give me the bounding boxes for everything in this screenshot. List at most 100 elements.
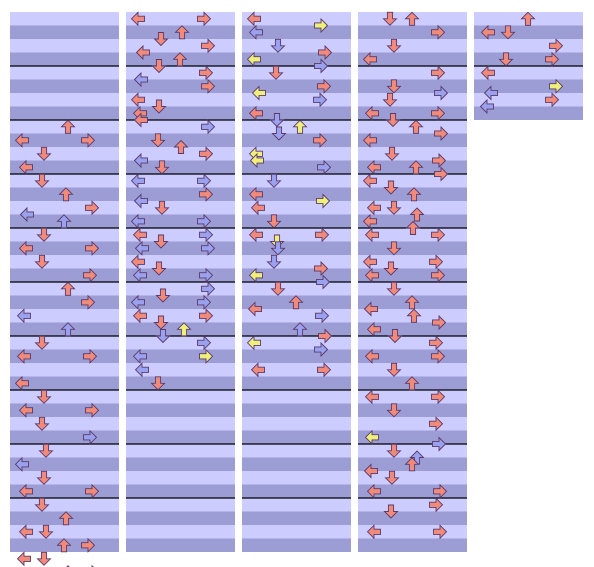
left-arrow-icon xyxy=(362,173,377,189)
beat-stripe xyxy=(242,214,351,228)
left-arrow-icon xyxy=(130,92,145,108)
left-arrow-icon xyxy=(133,71,148,88)
down-arrow-icon xyxy=(154,160,170,175)
down-arrow-icon xyxy=(386,362,402,377)
right-arrow-icon xyxy=(314,341,329,358)
down-arrow-icon xyxy=(36,389,52,404)
left-arrow-icon xyxy=(130,213,145,229)
beat-stripe xyxy=(242,349,351,363)
beat-stripe xyxy=(474,25,583,39)
down-arrow-icon xyxy=(153,234,169,249)
down-arrow-icon xyxy=(386,79,402,94)
up-arrow-icon xyxy=(60,281,76,296)
beat-stripe xyxy=(242,484,351,498)
down-arrow-icon xyxy=(270,281,286,296)
up-arrow-icon xyxy=(58,511,74,526)
beat-stripe xyxy=(242,390,351,404)
beat-stripe xyxy=(242,255,351,269)
left-arrow-icon xyxy=(248,24,263,40)
left-arrow-icon xyxy=(19,206,34,223)
right-arrow-icon xyxy=(432,152,447,169)
left-arrow-icon xyxy=(364,227,379,243)
left-arrow-icon xyxy=(246,11,261,27)
beat-stripe xyxy=(358,336,467,350)
down-arrow-icon xyxy=(270,241,286,256)
left-arrow-icon xyxy=(130,254,145,270)
left-arrow-icon xyxy=(132,348,147,364)
beat-stripe xyxy=(242,498,351,512)
right-arrow-icon xyxy=(549,38,564,54)
right-arrow-icon xyxy=(431,227,446,243)
down-arrow-icon xyxy=(384,146,400,161)
beat-stripe xyxy=(126,484,235,498)
left-arrow-icon xyxy=(250,362,265,378)
down-arrow-icon xyxy=(266,254,282,269)
beat-stripe xyxy=(10,457,119,471)
down-arrow-icon xyxy=(36,227,52,242)
beat-stripe xyxy=(242,147,351,161)
right-arrow-icon xyxy=(549,78,564,94)
down-arrow-icon xyxy=(386,281,402,296)
left-arrow-icon xyxy=(362,51,377,67)
down-arrow-icon xyxy=(266,214,282,229)
left-arrow-icon xyxy=(130,11,145,27)
left-arrow-icon xyxy=(18,240,33,256)
left-arrow-icon xyxy=(16,308,31,324)
beat-stripe xyxy=(358,417,467,431)
right-arrow-icon xyxy=(429,497,444,513)
left-arrow-icon xyxy=(18,483,33,499)
right-arrow-icon xyxy=(316,274,331,290)
beat-stripe xyxy=(242,174,351,188)
right-arrow-icon xyxy=(432,436,447,452)
right-arrow-icon xyxy=(431,24,446,40)
left-arrow-icon xyxy=(362,132,377,148)
right-arrow-icon xyxy=(197,173,212,189)
left-arrow-icon xyxy=(366,159,381,175)
left-arrow-icon xyxy=(133,152,148,169)
up-arrow-icon xyxy=(404,295,420,310)
down-arrow-icon xyxy=(154,200,170,215)
right-arrow-icon xyxy=(434,85,449,101)
left-arrow-icon xyxy=(480,65,495,81)
beat-stripe xyxy=(474,52,583,66)
left-arrow-icon xyxy=(363,301,378,317)
up-arrow-icon xyxy=(292,119,308,134)
beat-stripe xyxy=(10,309,119,323)
up-arrow-icon xyxy=(173,139,189,154)
left-arrow-icon xyxy=(251,85,266,101)
left-arrow-icon xyxy=(16,348,31,364)
beat-stripe xyxy=(10,106,119,120)
beat-stripe xyxy=(358,93,467,107)
down-arrow-icon xyxy=(383,261,399,276)
beat-stripe xyxy=(126,93,235,107)
left-arrow-icon xyxy=(362,254,377,270)
left-arrow-icon xyxy=(134,362,149,378)
beat-stripe xyxy=(358,403,467,417)
beat-stripe xyxy=(242,66,351,80)
right-arrow-icon xyxy=(85,200,100,216)
right-arrow-icon xyxy=(313,92,328,108)
right-arrow-icon xyxy=(315,308,330,324)
right-arrow-icon xyxy=(199,186,214,202)
right-arrow-icon xyxy=(432,314,447,331)
left-arrow-icon xyxy=(364,105,379,121)
right-arrow-icon xyxy=(317,362,332,378)
up-arrow-icon xyxy=(288,295,304,310)
beat-stripe xyxy=(474,39,583,53)
down-arrow-icon xyxy=(34,416,50,431)
right-arrow-icon xyxy=(433,483,448,499)
down-arrow-icon xyxy=(34,254,50,269)
up-arrow-icon xyxy=(408,119,424,134)
down-arrow-icon xyxy=(269,113,285,128)
beat-stripe xyxy=(126,417,235,431)
right-arrow-icon xyxy=(201,240,216,256)
down-arrow-icon xyxy=(387,329,403,344)
left-arrow-icon xyxy=(16,551,31,567)
left-arrow-icon xyxy=(134,240,149,256)
right-arrow-icon xyxy=(431,105,446,121)
down-arrow-icon xyxy=(151,261,167,276)
chart-column-2 xyxy=(126,12,235,552)
left-arrow-icon xyxy=(130,294,145,310)
left-arrow-icon xyxy=(364,267,379,283)
beat-stripe xyxy=(126,376,235,390)
